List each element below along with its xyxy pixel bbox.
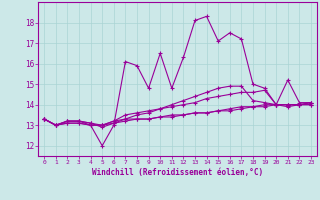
X-axis label: Windchill (Refroidissement éolien,°C): Windchill (Refroidissement éolien,°C) (92, 168, 263, 177)
